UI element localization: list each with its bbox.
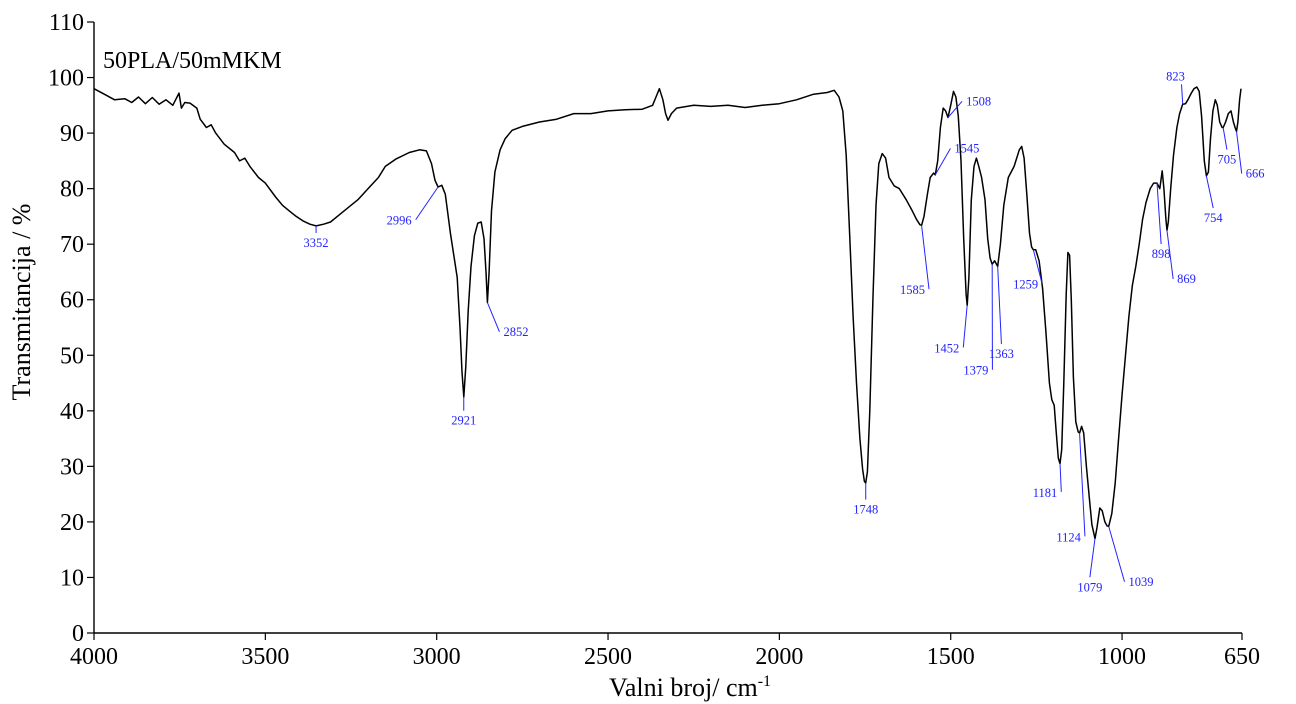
peak-leader-line (1059, 463, 1062, 492)
x-tick-label: 3500 (241, 644, 289, 670)
peak-leader-line (962, 305, 968, 348)
peak-label: 1585 (900, 283, 925, 297)
x-tick-label: 1500 (927, 644, 975, 670)
y-axis-title: Transmitancija / % (7, 204, 36, 401)
y-tick-label: 10 (60, 565, 84, 591)
peak-leader-line (997, 266, 1002, 345)
peak-label: 1181 (1033, 486, 1058, 500)
peak-label: 2921 (451, 414, 476, 428)
peak-label: 2996 (387, 214, 412, 228)
spectrum-line (93, 86, 1242, 540)
peak-leader-line (1205, 175, 1214, 209)
spectrum-layer (93, 86, 1242, 540)
y-tick-label: 50 (60, 343, 84, 369)
peak-label: 1508 (966, 94, 991, 108)
peak-leader-line (1089, 538, 1096, 578)
peak-leader-line (1236, 131, 1243, 174)
y-tick-label: 30 (60, 454, 84, 480)
sample-label: 50PLA/50mMKM (103, 48, 282, 74)
peak-label: 1379 (963, 364, 988, 378)
x-tick-label: 2000 (755, 644, 803, 670)
x-tick-label: 3000 (413, 644, 461, 670)
peak-label: 1124 (1056, 530, 1081, 544)
peak-label: 705 (1218, 153, 1237, 167)
y-tick-label: 100 (48, 66, 84, 92)
peak-label: 1039 (1129, 575, 1154, 589)
peak-leader-line (1156, 183, 1162, 245)
peak-leader-line (1108, 526, 1125, 582)
peak-label: 1259 (1013, 278, 1038, 292)
peak-leader-line (1079, 433, 1086, 537)
peak-leader-line (415, 186, 439, 221)
peak-leader-line (947, 100, 963, 118)
peak-label: 1452 (934, 341, 959, 355)
y-tick-label: 80 (60, 177, 84, 203)
peak-label: 1363 (989, 347, 1014, 361)
peak-label: 823 (1166, 69, 1185, 83)
peak-annotations: 3352 2996 2921 2852 1748 1585 1545 1508 1452 1379… (304, 69, 1265, 594)
y-tick-label: 60 (60, 288, 84, 314)
peak-leader-line (934, 148, 951, 175)
x-tick-label: 650 (1224, 644, 1260, 670)
peak-label: 1748 (853, 503, 878, 517)
peak-label: 869 (1177, 272, 1196, 286)
x-axis-title: Valni broj/ cm-1 (609, 673, 771, 702)
y-tick-label: 110 (49, 10, 84, 36)
peak-label: 898 (1152, 247, 1171, 261)
peak-label: 3352 (304, 236, 329, 250)
x-tick-label: 2500 (584, 644, 632, 670)
peak-label: 2852 (503, 325, 528, 339)
peak-leader-line (1166, 230, 1174, 280)
peak-label: 666 (1246, 167, 1265, 181)
y-tick-label: 0 (72, 621, 84, 647)
axes: 0 10 20 30 40 50 60 70 80 90 100 110 4000 3500 3000 250… (48, 10, 1260, 670)
x-axis-title-superscript: -1 (758, 673, 771, 690)
peak-leader-line (486, 302, 500, 333)
y-tick-label: 40 (60, 399, 84, 425)
peak-leader-line (921, 225, 930, 290)
peak-label: 754 (1204, 211, 1224, 225)
x-tick-label: 1000 (1098, 644, 1146, 670)
peak-leader-line (1222, 127, 1228, 150)
y-tick-label: 20 (60, 510, 84, 536)
peak-leader-line (1032, 249, 1043, 284)
y-tick-label: 70 (60, 232, 84, 258)
peak-leader-line (1181, 84, 1184, 105)
peak-label: 1079 (1077, 580, 1102, 594)
x-axis-title-main: Valni broj/ cm (609, 673, 758, 702)
x-tick-label: 4000 (70, 644, 118, 670)
y-tick-label: 90 (60, 121, 84, 147)
peak-label: 1545 (954, 142, 979, 156)
